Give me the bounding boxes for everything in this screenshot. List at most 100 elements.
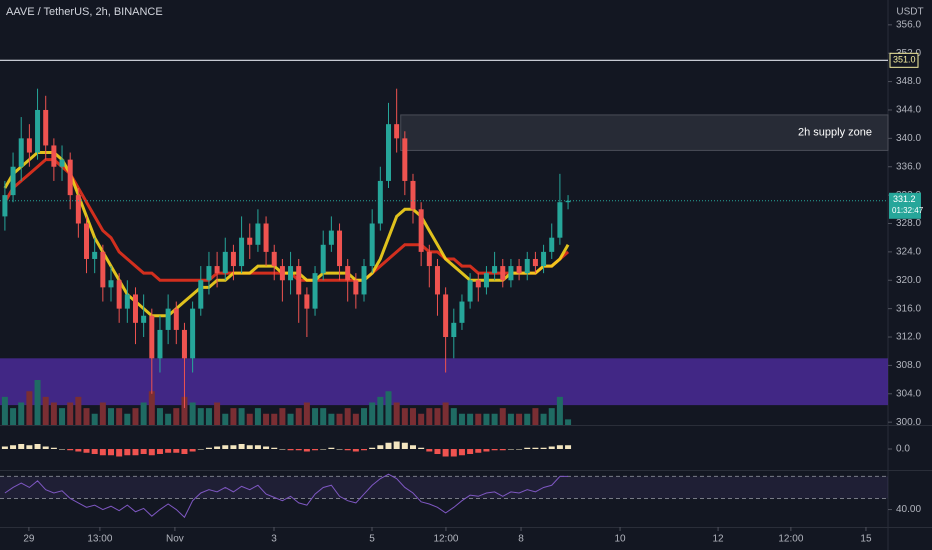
candle-body (206, 266, 212, 281)
volume-bar (385, 391, 392, 425)
volume-bar (507, 413, 514, 425)
volume-bar (148, 391, 155, 425)
zone-label: 2h supply zone (798, 127, 872, 139)
y-tick-label: 40.00 (896, 504, 921, 515)
candle-body (402, 138, 408, 181)
candle-body (475, 280, 481, 288)
volume-bar (426, 408, 433, 425)
volume-bar (458, 413, 465, 425)
macd-bar (148, 449, 155, 456)
y-tick-label: 344.0 (896, 105, 921, 116)
macd-bar (409, 445, 416, 449)
macd-bar (540, 447, 547, 449)
volume-bar (165, 413, 172, 425)
volume-bar (532, 408, 539, 425)
candle-body (10, 166, 16, 196)
candle-body (516, 266, 522, 274)
volume-bar (548, 408, 555, 425)
zone (0, 358, 888, 406)
macd-bar (230, 445, 237, 449)
macd-bar (91, 449, 98, 454)
candle-body (492, 266, 498, 274)
macd-bar (181, 449, 188, 454)
x-tick-label: 10 (614, 534, 626, 545)
macd-bar (548, 446, 555, 449)
candle-body (132, 294, 138, 323)
macd-bar (458, 449, 465, 456)
x-tick-label: 12:00 (778, 534, 803, 545)
volume-bar (409, 408, 416, 425)
macd-bar (116, 449, 123, 457)
candle-body (279, 266, 285, 281)
volume-bar (467, 413, 474, 425)
volume-bar (475, 413, 482, 425)
volume-bar (140, 402, 147, 425)
x-tick-label: 12 (713, 534, 725, 545)
candle-body (320, 244, 326, 274)
level-label: 351.0 (893, 55, 916, 65)
volume-bar (67, 402, 74, 425)
macd-bar (124, 449, 131, 456)
candle-body (426, 251, 432, 267)
candle-body (386, 124, 391, 181)
macd-bar (565, 445, 572, 449)
macd-bar (475, 449, 482, 453)
volume-bar (99, 402, 106, 425)
volume-bar (116, 408, 123, 425)
macd-bar (132, 449, 139, 456)
macd-bar (238, 444, 245, 449)
y-tick-label: 0.0 (896, 444, 910, 455)
macd-bar (214, 446, 221, 449)
macd-bar (99, 449, 106, 456)
macd-bar (50, 447, 57, 449)
volume-bar (361, 408, 368, 425)
macd-bar (450, 449, 457, 457)
candle-body (467, 280, 473, 302)
y-tick-label: 316.0 (896, 303, 921, 314)
volume-bar (540, 413, 547, 425)
candle-body (165, 308, 171, 330)
x-tick-label: 5 (369, 534, 375, 545)
candle-body (549, 237, 555, 252)
candle-body (84, 223, 90, 259)
candle-body (557, 202, 563, 238)
macd-bar (173, 449, 180, 453)
candle-body (312, 273, 318, 309)
candle-body (124, 294, 130, 309)
candle-body (296, 266, 302, 295)
macd-bar (320, 449, 327, 450)
volume-bar (10, 408, 17, 425)
macd-bar (401, 442, 408, 449)
volume-bar (303, 402, 310, 425)
macd-bar (156, 449, 163, 454)
rsi-band (0, 476, 888, 499)
y-tick-label: 328.0 (896, 218, 921, 229)
macd-bar (165, 449, 172, 453)
candle-body (565, 200, 571, 203)
volume-bar (442, 402, 449, 425)
y-tick-label: 320.0 (896, 275, 921, 286)
candle-body (35, 109, 41, 153)
candle-body (304, 294, 310, 309)
macd-bar (442, 449, 449, 457)
volume-bar (295, 408, 302, 425)
volume-bar (26, 391, 33, 425)
macd-bar (295, 449, 302, 451)
candle-body (459, 301, 465, 323)
candle-body (108, 280, 114, 288)
volume-bar (156, 408, 163, 425)
volume-bar (1, 396, 8, 425)
volume-bar (42, 396, 49, 425)
macd-bar (532, 447, 539, 449)
x-tick-label: 8 (518, 534, 524, 545)
macd-bar (516, 449, 523, 450)
x-tick-label: 15 (860, 534, 872, 545)
macd-bar (352, 449, 359, 452)
volume-bar (434, 408, 441, 425)
candle-body (328, 230, 334, 245)
macd-bar (287, 449, 294, 451)
macd-bar (222, 445, 229, 449)
candle-body (149, 315, 155, 359)
candle-body (500, 266, 506, 281)
